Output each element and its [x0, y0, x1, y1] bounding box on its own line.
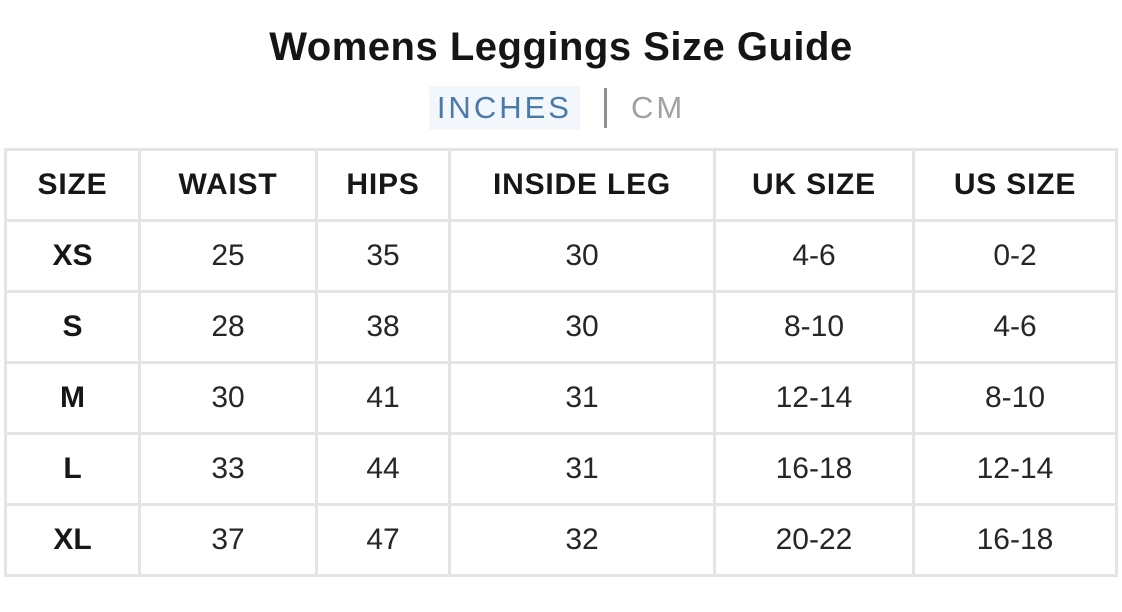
uk-size-cell: 12-14 [716, 364, 912, 432]
waist-cell: 25 [141, 222, 315, 290]
unit-toggle-inches[interactable]: INCHES [428, 86, 580, 130]
page-title: Womens Leggings Size Guide [269, 25, 853, 69]
us-size-cell: 12-14 [915, 435, 1115, 503]
hips-cell: 35 [318, 222, 448, 290]
table-row-l: L 33 44 31 16-18 12-14 [7, 435, 1115, 503]
table-row-xs: XS 25 35 30 4-6 0-2 [7, 222, 1115, 290]
inside-leg-cell: 31 [451, 435, 713, 503]
table-row-s: S 28 38 30 8-10 4-6 [7, 293, 1115, 361]
us-size-cell: 0-2 [915, 222, 1115, 290]
unit-toggle-divider [603, 88, 607, 128]
size-label-cell: XS [7, 222, 138, 290]
inside-leg-cell: 31 [451, 364, 713, 432]
waist-cell: 30 [141, 364, 315, 432]
uk-size-cell: 8-10 [716, 293, 912, 361]
column-header-us-size: US SIZE [915, 151, 1115, 219]
inside-leg-cell: 30 [451, 222, 713, 290]
unit-toggle-cm[interactable]: CM [630, 90, 686, 125]
us-size-cell: 8-10 [915, 364, 1115, 432]
size-label-cell: XL [7, 506, 138, 574]
us-size-cell: 16-18 [915, 506, 1115, 574]
column-header-size: SIZE [7, 151, 138, 219]
size-label-cell: M [7, 364, 138, 432]
column-header-waist: WAIST [141, 151, 315, 219]
waist-cell: 37 [141, 506, 315, 574]
waist-cell: 28 [141, 293, 315, 361]
hips-cell: 38 [318, 293, 448, 361]
column-header-uk-size: UK SIZE [716, 151, 912, 219]
hips-cell: 44 [318, 435, 448, 503]
uk-size-cell: 16-18 [716, 435, 912, 503]
inside-leg-cell: 32 [451, 506, 713, 574]
table-row-xl: XL 37 47 32 20-22 16-18 [7, 506, 1115, 574]
inside-leg-cell: 30 [451, 293, 713, 361]
hips-cell: 41 [318, 364, 448, 432]
table-row-m: M 30 41 31 12-14 8-10 [7, 364, 1115, 432]
us-size-cell: 4-6 [915, 293, 1115, 361]
size-label-cell: S [7, 293, 138, 361]
unit-toggle: INCHES CM [0, 86, 1122, 130]
size-guide-table: SIZE WAIST HIPS INSIDE LEG UK SIZE US SI… [4, 148, 1118, 577]
hips-cell: 47 [318, 506, 448, 574]
table-header-row: SIZE WAIST HIPS INSIDE LEG UK SIZE US SI… [7, 151, 1115, 219]
waist-cell: 33 [141, 435, 315, 503]
size-label-cell: L [7, 435, 138, 503]
column-header-hips: HIPS [318, 151, 448, 219]
uk-size-cell: 4-6 [716, 222, 912, 290]
column-header-inside-leg: INSIDE LEG [451, 151, 713, 219]
uk-size-cell: 20-22 [716, 506, 912, 574]
